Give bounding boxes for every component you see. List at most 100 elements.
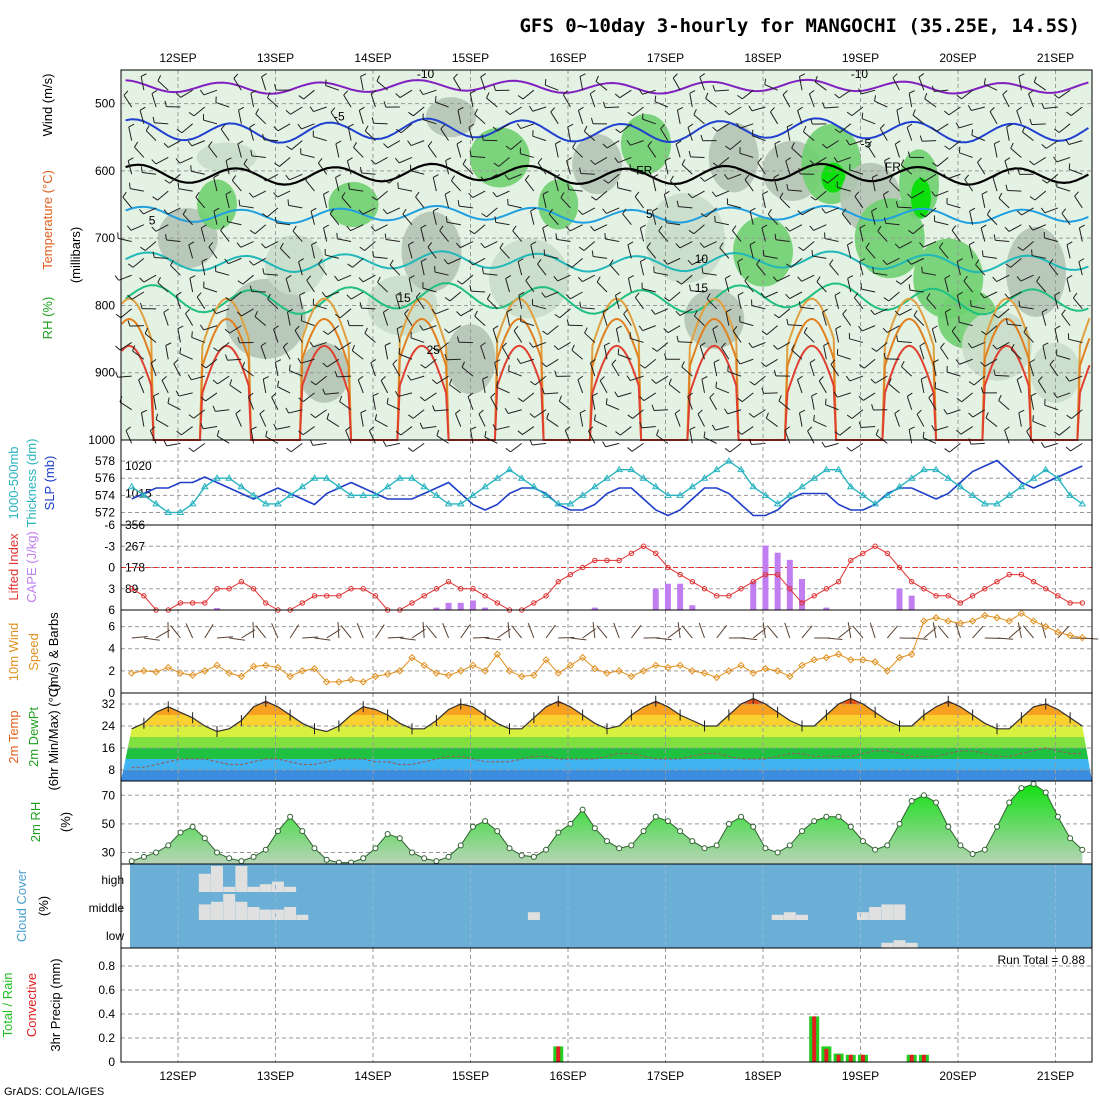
wind-barb	[170, 264, 181, 276]
wind-barb	[922, 437, 937, 444]
wind-barb-flag	[348, 183, 350, 190]
wind-barb-flag	[809, 359, 816, 364]
wind-barb	[290, 106, 303, 115]
cloud-middle-bar	[771, 914, 784, 920]
wind-barb	[480, 345, 486, 360]
wind-barb-flag	[208, 141, 213, 147]
wind10m-point	[920, 617, 928, 625]
wind-barb	[851, 442, 864, 452]
cape-bar	[823, 607, 830, 610]
wind-barb-flag	[140, 302, 143, 309]
wind-barb-flag	[1005, 263, 1011, 268]
precip-convective-bar	[921, 1054, 926, 1062]
wind-barb-flag	[310, 207, 317, 212]
wind-barb	[474, 113, 486, 125]
wind-barb-flag	[431, 308, 436, 315]
wind-barb-flag	[1041, 144, 1047, 149]
wind-barb-flag	[701, 267, 704, 274]
wind-barb	[377, 281, 388, 293]
rh-point	[1042, 789, 1049, 796]
wind-barb	[619, 89, 632, 99]
wind-barb-flag	[456, 311, 462, 317]
wind10m-point	[554, 669, 562, 677]
wind-barb-flag	[212, 405, 216, 412]
wind10m-point	[981, 611, 989, 620]
wind-barb-flag	[872, 266, 874, 274]
thickness-point	[603, 474, 611, 481]
wind-barb-flag	[517, 258, 524, 263]
wind-barb-flag	[577, 209, 583, 215]
wind-barb	[471, 155, 486, 158]
wind-barb	[469, 93, 474, 108]
wind-barb	[546, 358, 559, 368]
wind-barb	[809, 362, 815, 377]
wind-barb-flag	[664, 157, 671, 162]
wind-barb	[313, 304, 327, 310]
wind-barb-flag	[567, 183, 570, 190]
wind10m-point	[262, 661, 270, 670]
thickness-point	[895, 482, 904, 490]
wind-barb-flag	[591, 196, 597, 201]
wind10m-point	[1005, 617, 1013, 625]
wind-barb-flag	[687, 123, 694, 128]
wind-barb	[739, 152, 754, 158]
wind10m-barb	[411, 628, 426, 639]
wind-barb-flag	[470, 90, 476, 94]
wind-barb-flag	[233, 73, 239, 79]
wind-barb	[709, 397, 718, 410]
wind-barb-flag	[687, 193, 693, 199]
wind-barb	[288, 409, 303, 414]
wind-barb-flag	[231, 175, 237, 181]
wind-barb-flag	[369, 426, 375, 432]
thickness-point	[578, 491, 587, 498]
wind-barb	[928, 397, 937, 410]
wind10m-barb	[677, 622, 681, 639]
wind-barb	[579, 76, 584, 91]
wind-barb	[392, 363, 401, 377]
wind10m-barb	[302, 636, 319, 639]
wind-barb	[1044, 442, 1059, 448]
wind-barb	[554, 143, 559, 158]
wind-barb-flag	[846, 446, 852, 452]
lifted-index-point	[433, 586, 440, 592]
wind-barb-flag	[981, 191, 988, 195]
wind10m-barb	[801, 625, 813, 639]
wind10m-barb	[527, 622, 535, 639]
wind-barb-flag	[951, 225, 957, 231]
wind-barb-flag	[439, 225, 444, 232]
wind-barb	[977, 162, 986, 175]
thickness-point	[566, 499, 575, 507]
credit-label: GrADS: COLA/IGES	[4, 1086, 104, 1098]
wind-barb	[456, 143, 462, 158]
wind-barb	[249, 127, 255, 141]
wind-barb	[189, 278, 194, 293]
wind-barb-flag	[822, 102, 826, 109]
wind-barb-flag	[565, 226, 571, 232]
wind-barb-flag	[298, 430, 304, 436]
wind-barb	[445, 160, 450, 175]
wind-barb-flag	[151, 89, 158, 95]
wind-barb-flag	[725, 145, 731, 150]
wind-barb	[1031, 123, 1046, 126]
thickness-point	[432, 491, 441, 498]
wind-barb	[729, 140, 742, 150]
wind-barb-flag	[784, 426, 791, 431]
rh-point	[847, 823, 854, 830]
wind-barb	[142, 172, 157, 175]
wind-barb	[937, 157, 949, 167]
wind-barb	[705, 207, 718, 218]
wind10m-point	[932, 614, 940, 622]
rh-point	[859, 838, 866, 845]
wind-barb-flag	[346, 294, 352, 300]
wind-barb	[814, 81, 827, 91]
wind-barb	[217, 375, 230, 385]
wind-barb-flag	[614, 93, 620, 99]
wind-barb	[699, 76, 705, 91]
wind-barb-flag	[123, 90, 129, 96]
rh-point	[945, 823, 952, 830]
thickness-point	[529, 482, 538, 490]
wind-barb-flag	[770, 107, 775, 113]
wind-barb-flag	[1030, 392, 1037, 397]
wind-barb-flag	[271, 392, 277, 398]
cape-tick-label: 267	[125, 539, 145, 553]
